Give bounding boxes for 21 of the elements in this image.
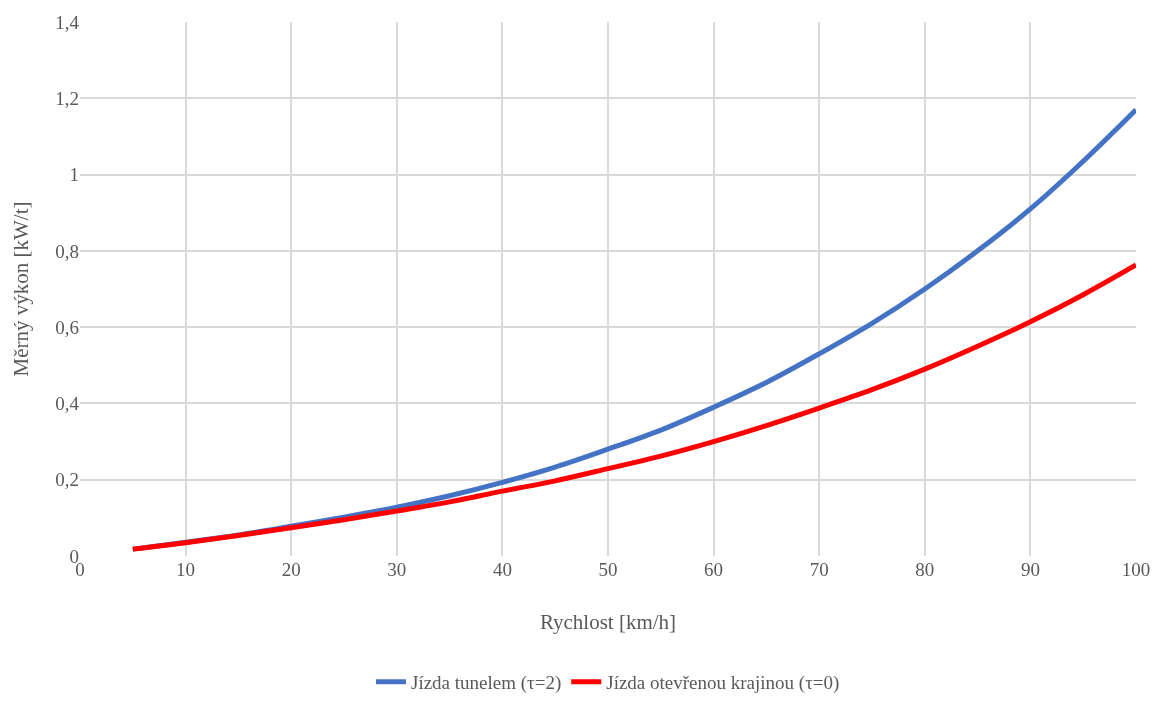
x-tick-label: 80 — [915, 559, 935, 580]
y-axis-title: Měrný výkon [kW/t] — [9, 201, 33, 377]
x-tick-label: 40 — [492, 559, 512, 580]
y-tick-label: 1 — [69, 164, 79, 186]
y-tick-label: 0,8 — [55, 240, 79, 262]
x-tick-label: 70 — [809, 559, 829, 580]
y-tick-label: 1,2 — [55, 87, 79, 109]
x-tick-label: 50 — [598, 559, 618, 580]
y-tick-label: 0,4 — [55, 393, 80, 415]
legend-label: Jízda otevřenou krajinou (τ=0) — [606, 672, 840, 695]
x-axis-title: Rychlost [km/h] — [539, 610, 677, 634]
x-tick-label: 10 — [176, 559, 196, 580]
x-tick-label: 90 — [1020, 559, 1040, 580]
y-tick-label: 0,6 — [55, 316, 79, 338]
y-tick-label: 1,4 — [55, 11, 80, 33]
legend-label: Jízda tunelem (τ=2) — [411, 672, 562, 695]
x-tick-label: 100 — [1121, 559, 1151, 580]
x-tick-label: 30 — [387, 559, 407, 580]
x-tick-label: 20 — [281, 559, 301, 580]
y-tick-label: 0,2 — [55, 469, 79, 491]
x-tick-label: 60 — [704, 559, 724, 580]
